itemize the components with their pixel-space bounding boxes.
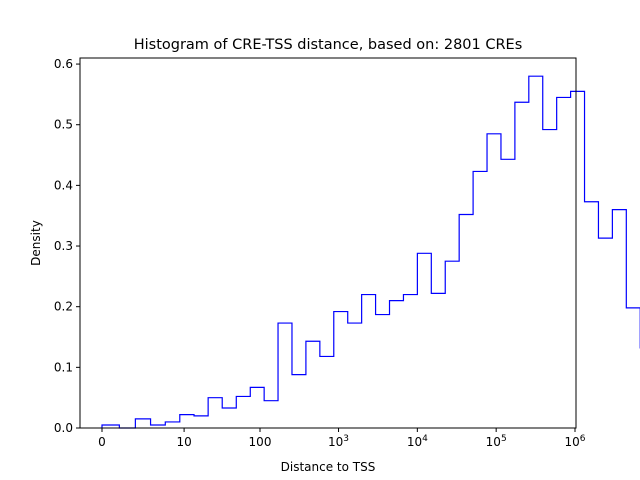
chart-title: Histogram of CRE-TSS distance, based on:… [134, 37, 523, 53]
x-tick-label: 103 [328, 434, 349, 449]
histogram-bin [598, 238, 612, 428]
histogram-bin [417, 253, 431, 428]
plot-area [101, 75, 640, 429]
y-tick-label: 0.2 [54, 300, 73, 314]
histogram-bin [487, 134, 501, 428]
histogram-bin [390, 301, 404, 428]
histogram-bin [571, 91, 585, 428]
y-tick-label: 0.4 [54, 178, 73, 192]
histogram-step-line [101, 75, 640, 429]
x-tick-label: 10 [176, 435, 191, 449]
histogram-bin [543, 130, 557, 428]
histogram-bin [306, 341, 320, 428]
histogram-bin [403, 295, 417, 428]
histogram-bin [165, 422, 180, 428]
y-axis-label: Density [29, 220, 43, 266]
plot-frame [79, 57, 577, 429]
histogram-bin [515, 102, 529, 428]
histogram-bin [557, 97, 571, 428]
x-tick-label: 106 [564, 434, 585, 449]
histogram-bin [334, 312, 348, 428]
y-axis: 0.0 0.1 0.2 0.3 0.4 0.5 0.6 [54, 57, 80, 435]
histogram-bin [194, 416, 208, 428]
histogram-bin [362, 295, 376, 428]
histogram-bin [264, 401, 278, 428]
histogram-bin [292, 375, 306, 428]
histogram-bin [208, 398, 222, 428]
x-tick-label: 104 [407, 434, 428, 449]
histogram-bin [585, 202, 599, 428]
histogram-bin [180, 415, 194, 428]
y-tick-label: 0.5 [54, 118, 73, 132]
histogram-bin [320, 356, 334, 428]
histogram-bin [222, 408, 236, 428]
y-tick-label: 0.3 [54, 239, 73, 253]
histogram-bin [445, 261, 459, 428]
histogram-bin [236, 396, 250, 428]
histogram-bin [135, 419, 150, 428]
histogram-bin [473, 171, 487, 428]
y-tick-label: 0.1 [54, 360, 73, 374]
histogram-bin [376, 315, 390, 428]
histogram-bin [278, 323, 292, 428]
histogram-bin [431, 293, 445, 428]
histogram-bin [529, 76, 543, 428]
histogram-bin [250, 387, 264, 428]
histogram-bin [348, 323, 362, 428]
histogram-bin [626, 308, 640, 428]
x-axis-label: Distance to TSS [281, 460, 376, 474]
histogram-bin [459, 214, 473, 428]
y-tick-label: 0.0 [54, 421, 73, 435]
histogram-bin [501, 159, 515, 428]
x-axis: 0 10 100 103 104 105 106 [98, 428, 586, 449]
y-tick-label: 0.6 [54, 57, 73, 71]
x-tick-label: 0 [98, 435, 106, 449]
x-tick-label: 105 [486, 434, 507, 449]
x-tick-label: 100 [249, 435, 272, 449]
histogram-bin [612, 210, 626, 428]
